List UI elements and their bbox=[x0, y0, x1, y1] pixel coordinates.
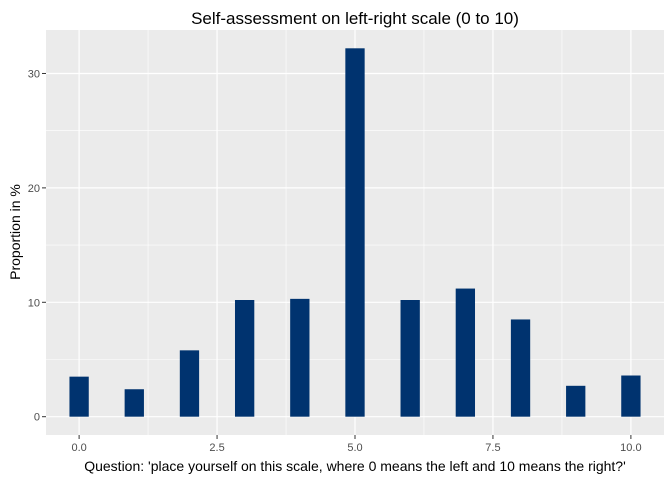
bar bbox=[179, 350, 200, 417]
y-tick-label: 20 bbox=[28, 183, 40, 195]
x-tick-label: 5.0 bbox=[347, 442, 362, 454]
bar bbox=[69, 376, 89, 417]
bar bbox=[400, 300, 420, 417]
x-tick-label: 10.0 bbox=[620, 442, 641, 454]
y-tick-label: 30 bbox=[28, 68, 40, 80]
y-tick-label: 0 bbox=[34, 412, 40, 424]
bar bbox=[234, 300, 255, 417]
x-axis-title: Question: 'place yourself on this scale,… bbox=[84, 458, 626, 474]
bars bbox=[69, 48, 641, 417]
bar bbox=[345, 48, 365, 417]
bar bbox=[124, 389, 144, 417]
bar bbox=[455, 288, 476, 417]
y-tick-label: 10 bbox=[28, 297, 40, 309]
y-axis-ticks: 0 10 20 30 bbox=[28, 68, 46, 424]
bar bbox=[566, 385, 586, 417]
x-tick-label: 7.5 bbox=[485, 442, 500, 454]
bar bbox=[290, 298, 310, 417]
x-tick-label: 0.0 bbox=[71, 442, 86, 454]
y-axis-title: Proportion in % bbox=[7, 184, 23, 280]
bar bbox=[621, 375, 641, 417]
bar bbox=[510, 319, 531, 417]
x-axis-ticks: 0.0 2.5 5.0 7.5 10.0 bbox=[71, 435, 642, 454]
chart-title: Self-assessment on left-right scale (0 t… bbox=[191, 9, 519, 28]
x-tick-label: 2.5 bbox=[209, 442, 224, 454]
